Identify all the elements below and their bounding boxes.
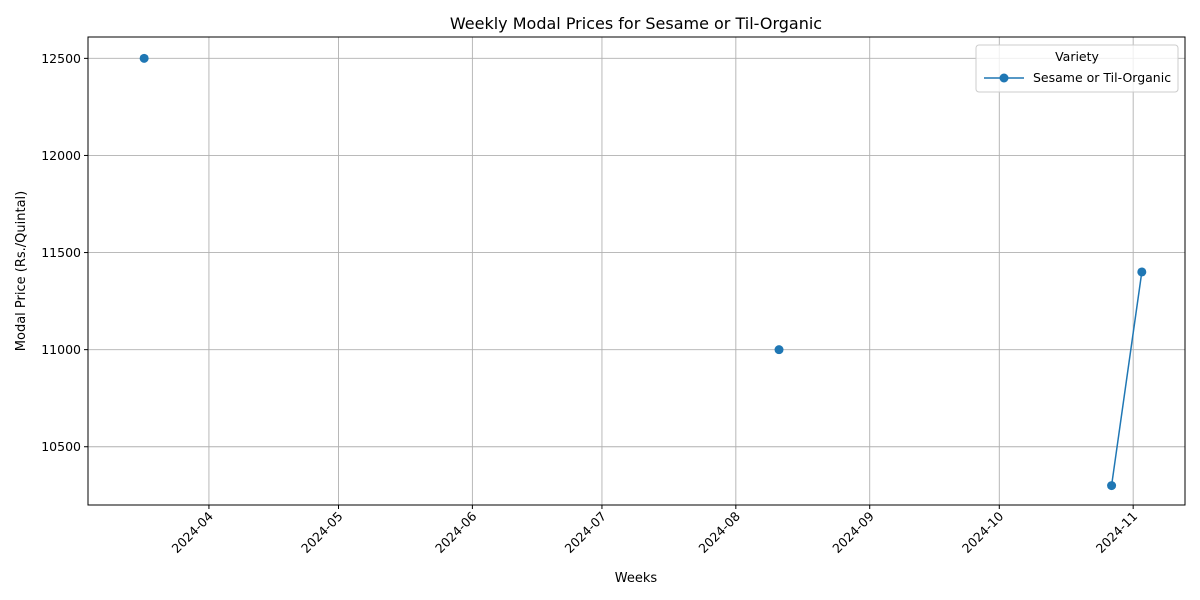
x-axis: 2024-04 2024-05 2024-06 2024-07 2024-08 2024-… xyxy=(169,505,1141,557)
series-line-segment xyxy=(1110,271,1143,486)
x-tick-label: 2024-11 xyxy=(1093,509,1141,557)
y-tick-label: 12000 xyxy=(41,148,81,163)
x-tick-label: 2024-07 xyxy=(562,509,610,557)
legend-point-marker xyxy=(999,73,1009,83)
series-layer xyxy=(139,53,1147,491)
x-axis-label: Weeks xyxy=(615,571,658,586)
plot-frame xyxy=(87,36,1186,506)
legend: Variety Sesame or Til-Organic xyxy=(975,44,1179,93)
y-tick-label: 10500 xyxy=(41,439,81,454)
x-tick-label: 2024-08 xyxy=(695,508,743,556)
y-axis-label: Modal Price (Rs./Quintal) xyxy=(14,191,29,351)
x-tick-label: 2024-09 xyxy=(829,508,877,556)
x-tick-label: 2024-05 xyxy=(298,509,346,557)
y-tick-label: 11500 xyxy=(41,245,81,260)
x-tick-label: 2024-10 xyxy=(959,508,1007,556)
grid xyxy=(88,37,1185,505)
chart-title: Weekly Modal Prices for Sesame or Til-Or… xyxy=(450,14,822,33)
legend-title: Variety xyxy=(1055,49,1099,64)
legend-box xyxy=(975,44,1179,93)
data-point xyxy=(139,53,149,63)
legend-entry-label: Sesame or Til-Organic xyxy=(1033,70,1171,85)
y-axis: 10500 11000 11500 12000 12500 xyxy=(41,51,88,454)
data-point xyxy=(774,345,784,355)
x-tick-label: 2024-06 xyxy=(432,508,480,556)
y-tick-label: 12500 xyxy=(41,51,81,66)
data-point xyxy=(1107,481,1117,491)
y-tick-label: 11000 xyxy=(41,342,81,357)
data-point xyxy=(1137,267,1147,277)
x-tick-label: 2024-04 xyxy=(169,508,217,556)
